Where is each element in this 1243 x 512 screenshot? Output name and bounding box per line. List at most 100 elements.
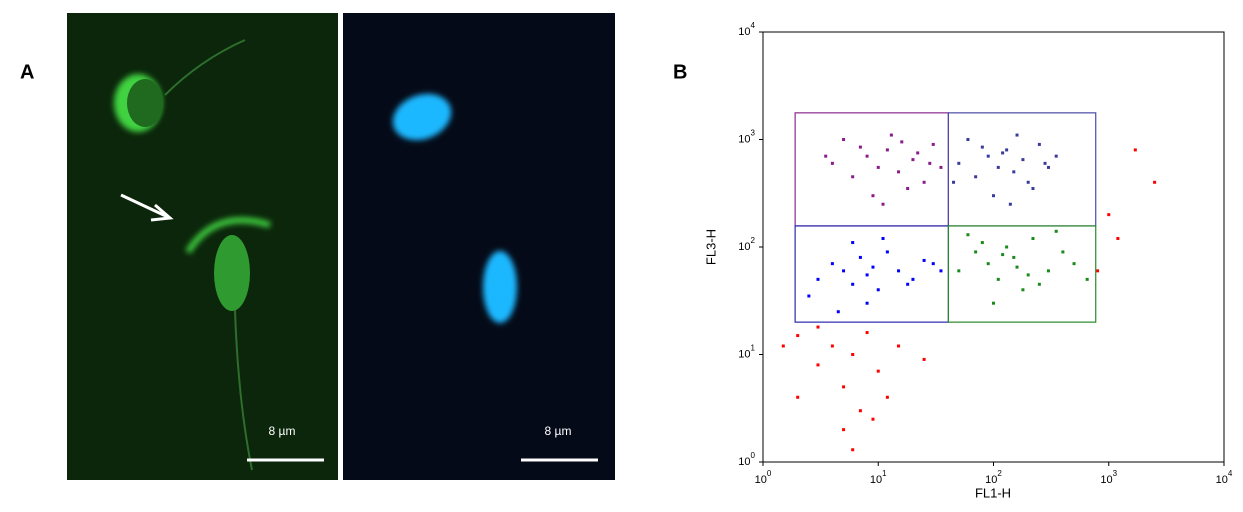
x-axis-label: FL1-H <box>975 485 1011 500</box>
scale-bar-label: 8 µm <box>545 424 572 438</box>
point <box>842 138 846 141</box>
point <box>996 165 1000 169</box>
point <box>1054 229 1058 233</box>
point <box>842 269 846 273</box>
point <box>1107 213 1111 217</box>
point <box>885 148 889 152</box>
point <box>865 154 869 158</box>
point <box>889 133 893 137</box>
y-tick-label: 104 <box>738 21 755 38</box>
point <box>796 395 800 399</box>
point <box>974 175 978 179</box>
point <box>858 145 862 149</box>
point <box>816 277 820 281</box>
micrograph-green: 8 µm <box>67 13 338 480</box>
point <box>986 154 990 158</box>
point <box>1026 180 1030 184</box>
x-tick-label: 101 <box>870 469 887 486</box>
plot-frame <box>762 31 1225 463</box>
point <box>865 331 869 335</box>
point <box>836 310 840 314</box>
gate <box>794 225 949 323</box>
point <box>1054 154 1058 158</box>
point <box>851 282 855 286</box>
point <box>928 161 932 165</box>
point <box>851 448 855 452</box>
point <box>897 344 901 348</box>
point <box>1085 277 1089 281</box>
point <box>858 409 862 413</box>
point <box>1001 253 1005 257</box>
point <box>939 269 943 273</box>
point <box>931 262 935 266</box>
point <box>1116 236 1120 240</box>
point <box>911 158 915 162</box>
point <box>966 233 970 237</box>
point <box>842 428 846 432</box>
micrograph-blue: 8 µm <box>343 13 615 480</box>
point <box>1037 142 1041 146</box>
point <box>980 145 984 149</box>
point <box>980 241 984 245</box>
point <box>1005 245 1009 249</box>
point <box>1021 288 1025 292</box>
point <box>871 417 875 421</box>
point <box>1031 236 1035 240</box>
point <box>1012 170 1016 174</box>
point <box>830 262 834 266</box>
point <box>824 154 828 158</box>
y-axis-label: FL3-H <box>703 229 718 265</box>
x-tick-label: 100 <box>755 469 772 486</box>
point <box>922 180 926 184</box>
panel-label: A <box>20 61 34 83</box>
point <box>1026 273 1030 277</box>
point <box>1043 161 1047 165</box>
point <box>876 165 880 169</box>
point <box>865 273 869 277</box>
y-tick-label: 102 <box>738 236 755 253</box>
point <box>986 262 990 266</box>
point <box>876 288 880 292</box>
point <box>1046 165 1050 169</box>
point <box>922 258 926 262</box>
point <box>911 277 915 281</box>
point <box>871 265 875 269</box>
point <box>897 269 901 273</box>
panel-label: B <box>673 61 687 83</box>
point <box>939 165 943 169</box>
point <box>931 142 935 146</box>
point <box>1012 255 1016 259</box>
point <box>897 170 901 174</box>
point <box>952 180 956 184</box>
point <box>858 255 862 259</box>
scale-bar-label: 8 µm <box>269 424 296 438</box>
point <box>871 194 875 198</box>
point <box>1046 269 1050 273</box>
point <box>1037 282 1041 286</box>
point <box>830 161 834 165</box>
point <box>992 301 995 305</box>
point <box>996 277 1000 281</box>
point <box>1001 151 1005 155</box>
point <box>957 161 961 165</box>
point <box>1061 250 1065 254</box>
point <box>992 194 995 198</box>
x-tick-label: 103 <box>1100 469 1117 486</box>
point <box>1133 148 1137 152</box>
point <box>916 151 920 155</box>
point <box>796 334 800 338</box>
y-tick-label: 101 <box>738 344 755 361</box>
point <box>1096 269 1100 273</box>
point <box>957 269 961 273</box>
point <box>816 325 820 329</box>
point <box>900 140 904 144</box>
point <box>876 369 880 373</box>
point <box>1008 202 1012 206</box>
point <box>974 250 978 254</box>
point <box>922 357 926 361</box>
point <box>885 395 889 399</box>
point <box>1005 148 1009 152</box>
point <box>966 138 970 141</box>
y-tick-label: 100 <box>738 451 755 468</box>
